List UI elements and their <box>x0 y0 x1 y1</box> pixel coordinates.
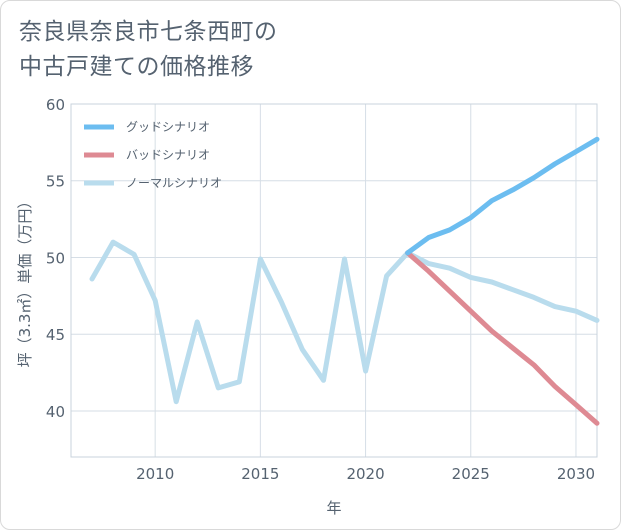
y-tick-label-50: 50 <box>46 249 65 267</box>
series-line-0 <box>408 139 597 253</box>
series-line-1 <box>408 253 597 423</box>
y-tick-label-45: 45 <box>46 326 65 344</box>
legend-label-0: グッドシナリオ <box>126 120 210 134</box>
x-tick-labels: 2010 2015 2020 2025 2030 <box>136 465 595 483</box>
y-tick-label-55: 55 <box>46 173 65 191</box>
y-tick-label-60: 60 <box>46 96 65 114</box>
y-tick-labels: 40 45 50 55 60 <box>46 96 65 421</box>
legend-label-1: バッドシナリオ <box>126 148 210 162</box>
x-axis-label: 年 <box>326 499 341 517</box>
x-tick-label-2010: 2010 <box>136 465 174 483</box>
x-tick-label-2020: 2020 <box>346 465 384 483</box>
y-tick-label-40: 40 <box>46 403 65 421</box>
x-tick-label-2025: 2025 <box>452 465 490 483</box>
x-tick-label-2030: 2030 <box>557 465 595 483</box>
series-line-2 <box>92 242 597 402</box>
legend-label-2: ノーマルシナリオ <box>126 176 222 190</box>
x-tick-label-2015: 2015 <box>241 465 279 483</box>
price-trend-chart: 2010 2015 2020 2025 2030 40 45 50 55 60 年 坪（3.3㎡… <box>0 0 621 530</box>
y-axis-label: 坪（3.3㎡）単価（万円） <box>16 194 34 368</box>
